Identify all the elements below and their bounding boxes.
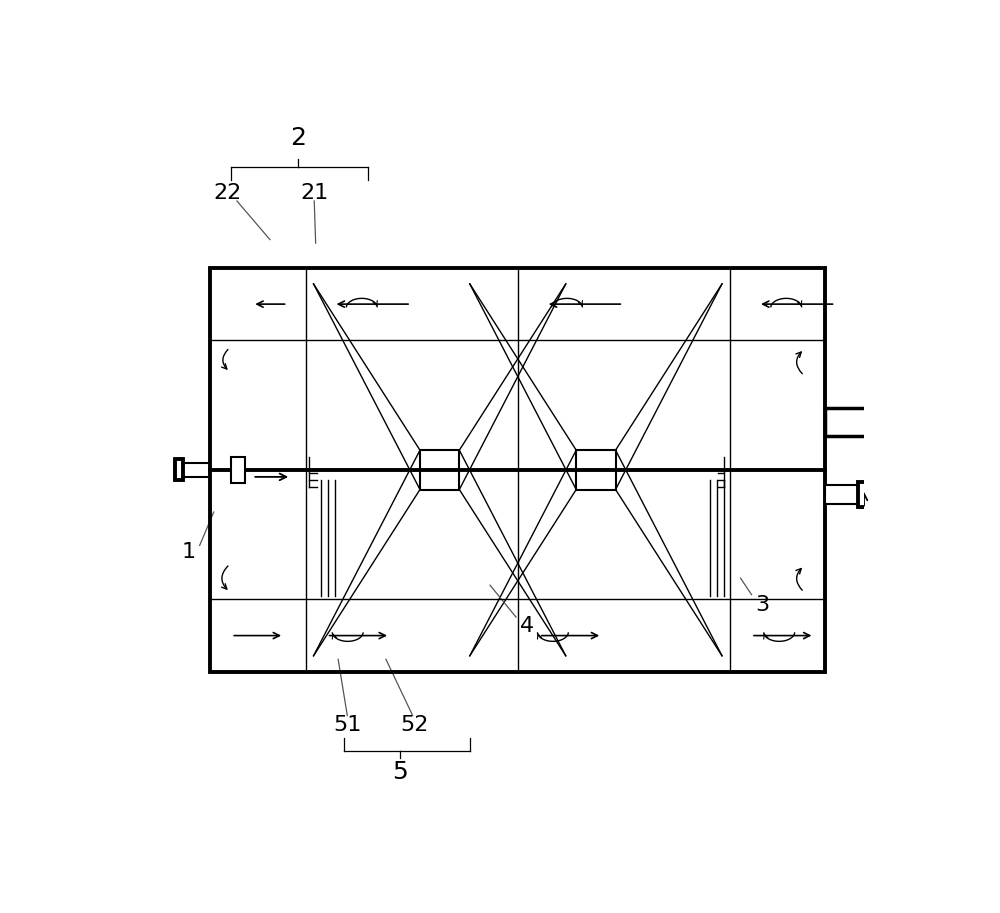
Bar — [175, 459, 183, 480]
Bar — [576, 450, 616, 489]
Bar — [231, 457, 245, 482]
Text: 2: 2 — [290, 126, 306, 150]
Text: 3: 3 — [755, 595, 769, 615]
Bar — [825, 486, 858, 504]
Text: 4: 4 — [519, 616, 534, 636]
Text: 22: 22 — [214, 183, 242, 203]
Bar — [873, 404, 884, 440]
Text: 5: 5 — [392, 760, 408, 783]
Bar — [858, 482, 868, 507]
Text: 52: 52 — [400, 715, 428, 735]
Text: 51: 51 — [333, 715, 361, 735]
Bar — [825, 408, 873, 436]
Bar — [420, 450, 459, 489]
Text: 1: 1 — [182, 542, 196, 562]
Bar — [210, 268, 825, 672]
Text: 21: 21 — [300, 183, 328, 203]
